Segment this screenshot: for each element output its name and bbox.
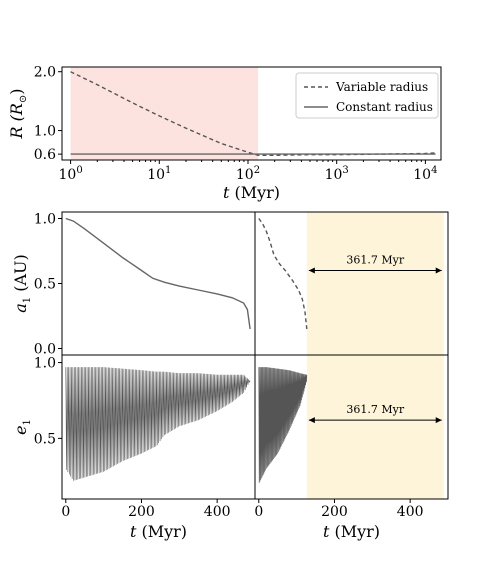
y-tick-label-e_left-0: 0.5 xyxy=(34,431,56,447)
x-tick-label-top-3: 103 xyxy=(325,165,349,183)
y-axis-label-a1: a1 (AU) xyxy=(11,254,33,313)
y-tick-label-a_left-0: 0.0 xyxy=(34,342,56,358)
x-axis-label-e_right: t (Myr) xyxy=(323,522,380,541)
x-tick-label-e_left-1: 200 xyxy=(128,504,155,520)
series-line-a_right-0 xyxy=(258,218,308,330)
y-axis-label-e1: e1 xyxy=(11,419,33,435)
y-tick-label-top-0: 0.6 xyxy=(34,147,56,163)
x-axis-label-top: t (Myr) xyxy=(223,183,280,202)
ticks-layer xyxy=(58,71,426,503)
x-tick-label-e_right-1: 200 xyxy=(321,504,348,520)
x-tick-label-top-1: 101 xyxy=(147,165,171,183)
axes-frame-top xyxy=(61,66,442,161)
labels-layer: 100 101 102 103 104 0.6 1.0 2.0 0.0 0.5 1.0 0.5 1.0 0… xyxy=(7,65,442,541)
arrowhead-left-a_right xyxy=(308,267,315,274)
axes-frame-e_right xyxy=(254,354,449,500)
arrowhead-left-e_right xyxy=(308,417,315,424)
y-tick-label-top-2: 2.0 xyxy=(34,65,56,81)
x-tick-label-e_left-0: 0 xyxy=(61,504,70,520)
shaded-region-top xyxy=(70,67,259,160)
legend-entry-1: Constant radius xyxy=(336,100,433,114)
shaded-region-a_right xyxy=(306,212,444,355)
y-tick-label-e_left-1: 1.0 xyxy=(34,356,56,372)
shaded-region-e_right xyxy=(306,355,444,499)
arrowhead-right-e_right xyxy=(435,417,442,424)
x-tick-label-top-2: 102 xyxy=(236,165,260,183)
x-tick-label-e_left-2: 400 xyxy=(204,504,231,520)
x-tick-label-top-4: 104 xyxy=(413,165,437,183)
legend-box xyxy=(295,72,439,119)
eccentricity-oscillation-e_left xyxy=(65,367,251,481)
x-tick-label-e_right-0: 0 xyxy=(254,504,263,520)
x-tick-label-e_right-2: 400 xyxy=(397,504,424,520)
eccentricity-oscillation-e_right xyxy=(258,367,308,484)
duration-label-a_right: 361.7 Myr xyxy=(346,254,404,267)
y-tick-label-top-1: 1.0 xyxy=(34,124,56,140)
y-tick-label-a_left-2: 1.0 xyxy=(34,212,56,228)
x-axis-label-e_left: t (Myr) xyxy=(130,522,187,541)
shaded-regions xyxy=(70,67,444,499)
axes-frames xyxy=(61,66,449,500)
legend-entry-0: Variable radius xyxy=(335,80,428,94)
duration-label-e_right: 361.7 Myr xyxy=(346,403,404,416)
data-layer xyxy=(65,71,436,484)
x-tick-label-top-0: 100 xyxy=(58,165,82,183)
series-line-a_left-0 xyxy=(65,217,251,330)
y-axis-label-top: R (R⊙) xyxy=(7,88,29,139)
arrowhead-right-a_right xyxy=(435,267,442,274)
y-tick-label-a_left-1: 0.5 xyxy=(34,277,56,293)
